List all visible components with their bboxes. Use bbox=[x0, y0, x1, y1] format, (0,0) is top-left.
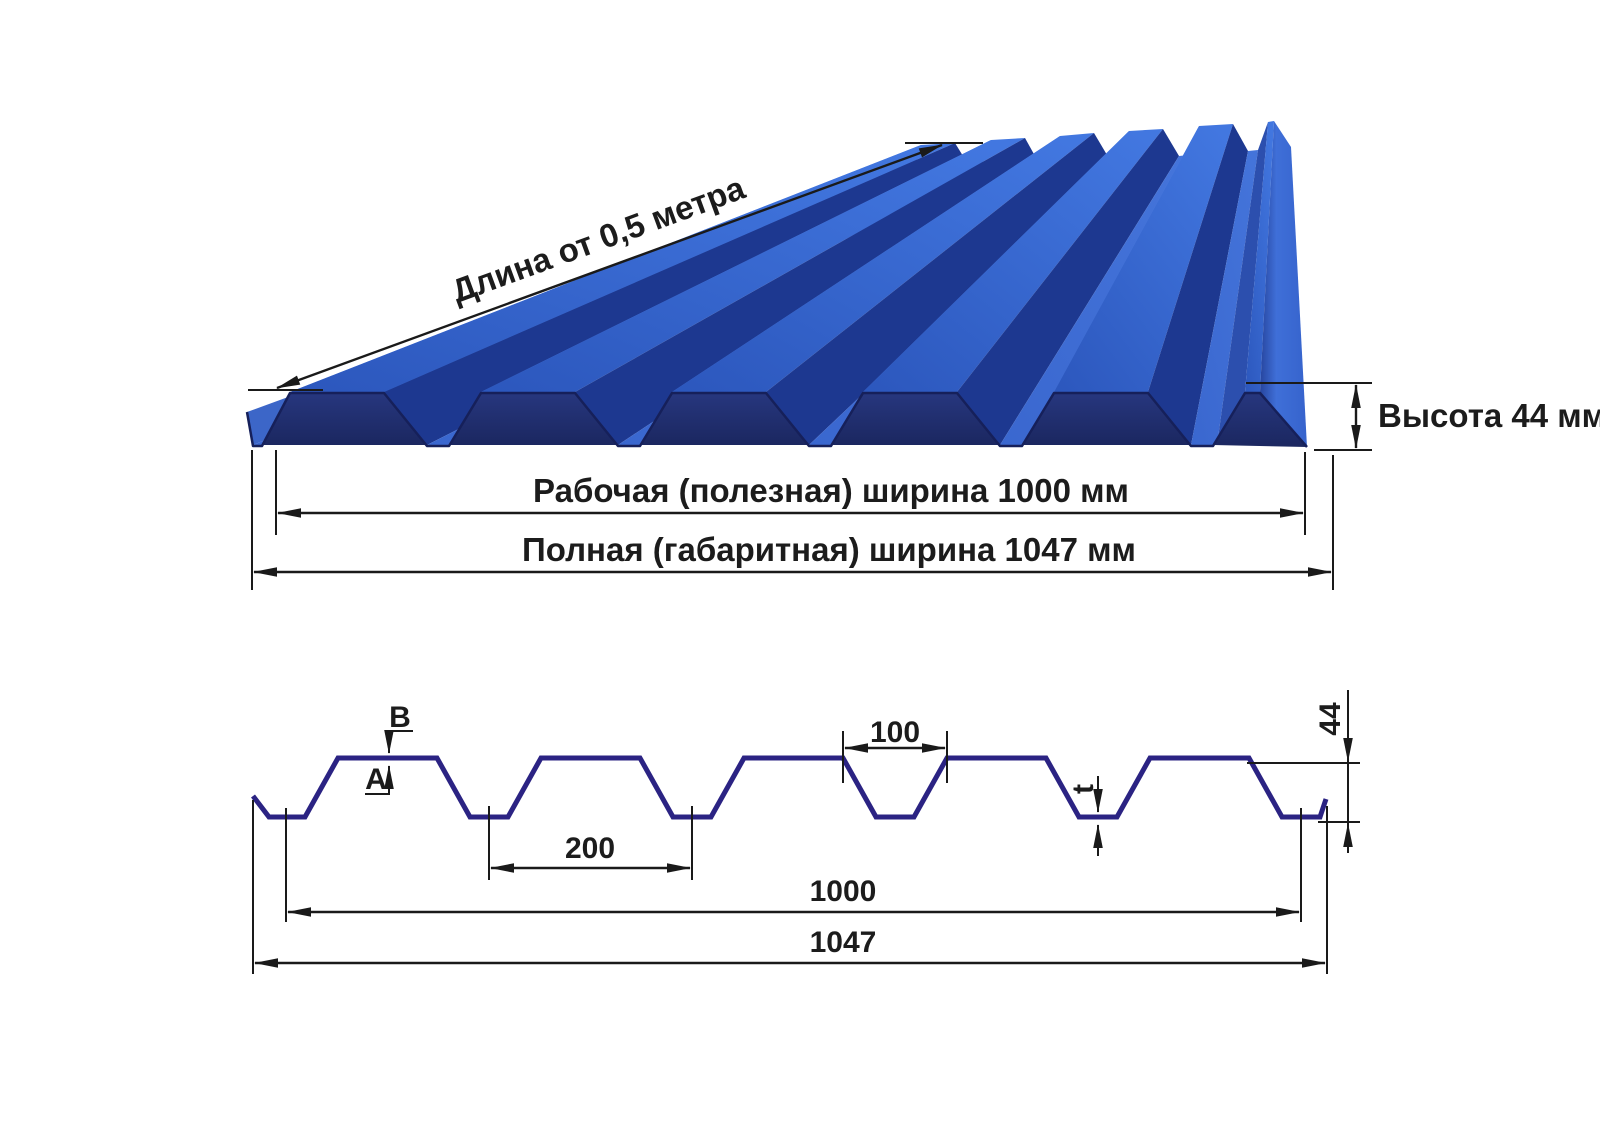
rib-left-slope bbox=[1217, 122, 1268, 445]
cross-section-dimensions: B A 100 t 44 200 1000 1047 bbox=[252, 690, 1360, 974]
datum-b-label: B bbox=[389, 701, 411, 734]
sheet-3d-view bbox=[245, 121, 1308, 448]
rib-top-face bbox=[1245, 121, 1274, 392]
rib-front-face bbox=[449, 392, 618, 445]
section-overall-width-label: 1047 bbox=[810, 926, 877, 959]
sheet-right-edge-face bbox=[1260, 121, 1307, 447]
working-width-label: Рабочая (полезная) ширина 1000 мм bbox=[533, 472, 1129, 509]
rib-front-face bbox=[1213, 392, 1307, 447]
profile-outline bbox=[251, 755, 1329, 820]
overall-width-label: Полная (габаритная) ширина 1047 мм bbox=[522, 531, 1136, 568]
rib-front-face bbox=[1022, 392, 1191, 445]
section-working-width-label: 1000 bbox=[810, 875, 877, 908]
thickness-label: t bbox=[1067, 784, 1100, 794]
rib-front-face bbox=[831, 392, 1000, 445]
length-dimension-line bbox=[276, 143, 943, 390]
sheet-front-edge bbox=[245, 391, 1308, 448]
sheet-valley-floor bbox=[1000, 155, 1189, 445]
rib-top-face bbox=[1054, 124, 1233, 392]
rib-right-slope bbox=[957, 129, 1179, 445]
height-label: Высота 44 мм bbox=[1378, 397, 1600, 434]
sheet-valley-floor bbox=[1191, 150, 1258, 445]
rib-front-face bbox=[640, 392, 809, 445]
cross-section-profile bbox=[251, 755, 1329, 820]
opening-label: 100 bbox=[870, 716, 920, 749]
rib-front-face bbox=[262, 392, 427, 445]
profile-height-label: 44 bbox=[1314, 702, 1347, 736]
datum-a-label: A bbox=[365, 763, 387, 796]
pitch-label: 200 bbox=[565, 832, 615, 865]
rib-right-slope bbox=[1148, 124, 1248, 445]
